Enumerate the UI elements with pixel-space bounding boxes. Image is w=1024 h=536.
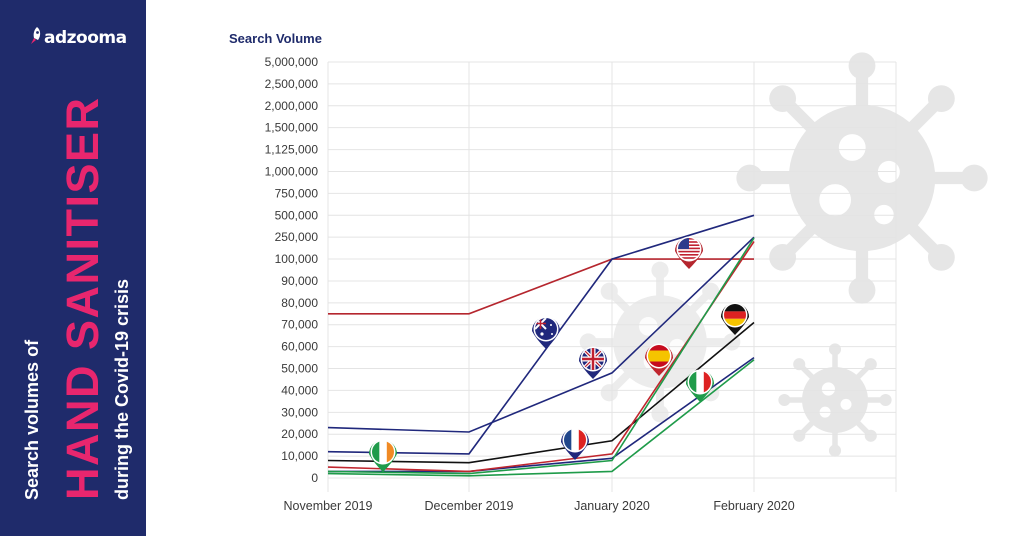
y-tick-label: 2,000,000 xyxy=(265,99,319,113)
x-axis-labels: November 2019 December 2019 January 2020 Fe… xyxy=(284,499,795,513)
y-tick-label: 40,000 xyxy=(281,383,318,397)
series-line-spain xyxy=(327,241,755,473)
sidebar: adzooma Search volumes of HAND SANITISER… xyxy=(0,0,146,536)
series-line-germany xyxy=(327,321,755,464)
series-line-france xyxy=(328,356,755,473)
flag-pin-us-icon xyxy=(675,236,703,269)
series-line-united-kingdom xyxy=(327,236,755,433)
title-line-3: during the Covid-19 crisis xyxy=(112,279,132,500)
flag-markers xyxy=(369,236,749,472)
x-tick-label: January 2020 xyxy=(574,499,650,513)
series-line-italy xyxy=(327,359,755,477)
flag-pin-de-icon xyxy=(721,302,749,335)
y-tick-label: 500,000 xyxy=(275,208,319,222)
y-tick-label: 30,000 xyxy=(281,405,318,419)
y-tick-label: 10,000 xyxy=(281,449,318,463)
virus-decoration xyxy=(546,0,1024,481)
flag-pin-au-icon xyxy=(532,316,560,349)
y-tick-label: 250,000 xyxy=(275,230,319,244)
flag-pin-ie-icon xyxy=(369,439,397,472)
y-tick-label: 750,000 xyxy=(275,186,319,200)
y-tick-label: 2,500,000 xyxy=(265,77,319,91)
y-axis-title: Search Volume xyxy=(229,31,322,46)
y-tick-label: 1,500,000 xyxy=(265,121,319,135)
y-tick-label: 20,000 xyxy=(281,427,318,441)
x-tick-label: November 2019 xyxy=(284,499,373,513)
y-tick-label: 1,125,000 xyxy=(265,143,319,157)
logo-text: adzooma xyxy=(44,28,127,48)
flag-pin-it-icon xyxy=(686,369,714,402)
rocket-icon xyxy=(31,27,41,44)
y-tick-label: 80,000 xyxy=(281,296,318,310)
y-tick-label: 100,000 xyxy=(275,252,319,266)
series-line-ireland xyxy=(327,237,755,475)
y-tick-label: 50,000 xyxy=(281,362,318,376)
title-line-2: HAND SANITISER xyxy=(57,96,108,500)
y-tick-label: 70,000 xyxy=(281,318,318,332)
y-tick-label: 0 xyxy=(311,471,318,485)
y-axis-labels: 0 10,000 20,000 30,000 40,000 50,000 60,000 70,… xyxy=(265,55,319,485)
series-line-australia xyxy=(327,214,755,455)
y-tick-label: 5,000,000 xyxy=(265,55,319,69)
y-tick-label: 1,000,000 xyxy=(265,164,319,178)
flag-pin-uk-icon xyxy=(579,346,607,379)
vertical-title: Search volumes of HAND SANITISER during … xyxy=(22,96,132,500)
y-tick-label: 90,000 xyxy=(281,274,318,288)
flag-pin-fr-icon xyxy=(561,427,589,460)
chart-grid xyxy=(327,61,897,492)
y-tick-label: 60,000 xyxy=(281,340,318,354)
x-tick-label: February 2020 xyxy=(713,499,794,513)
x-tick-label: December 2019 xyxy=(425,499,514,513)
flag-pin-es-icon xyxy=(645,343,673,376)
adzooma-logo: adzooma xyxy=(28,26,128,52)
title-line-1: Search volumes of xyxy=(22,339,42,500)
